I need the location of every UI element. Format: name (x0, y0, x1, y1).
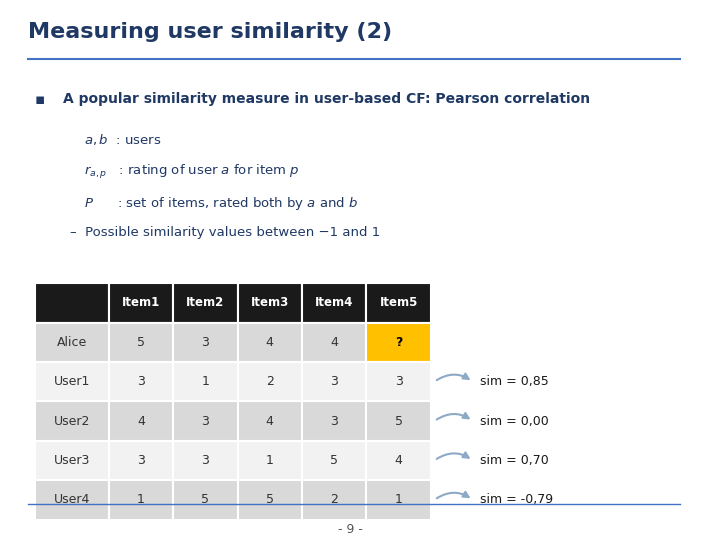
Bar (366, 362, 431, 401)
Text: 3: 3 (202, 454, 210, 467)
Bar (35, 283, 109, 322)
Bar (366, 322, 431, 362)
Text: 1: 1 (137, 494, 145, 507)
Bar (302, 283, 366, 322)
Text: 3: 3 (330, 415, 338, 428)
Text: Item2: Item2 (186, 296, 225, 309)
Bar (366, 401, 431, 441)
Bar (302, 401, 366, 441)
Bar (302, 480, 366, 519)
Text: Item3: Item3 (251, 296, 289, 309)
Text: 3: 3 (202, 415, 210, 428)
Text: $P$      : set of items, rated both by $a$ and $b$: $P$ : set of items, rated both by $a$ an… (84, 195, 359, 212)
Text: User1: User1 (53, 375, 90, 388)
Bar (238, 362, 302, 401)
Text: 3: 3 (137, 454, 145, 467)
Text: $r_{a,p}$   : rating of user $a$ for item $p$: $r_{a,p}$ : rating of user $a$ for item … (84, 164, 300, 181)
Bar (35, 441, 109, 480)
Text: Alice: Alice (57, 336, 87, 349)
Text: Measuring user similarity (2): Measuring user similarity (2) (28, 22, 392, 42)
Bar (173, 362, 238, 401)
Bar (302, 441, 366, 480)
Text: 1: 1 (395, 494, 402, 507)
Bar (35, 362, 109, 401)
Text: Item5: Item5 (379, 296, 418, 309)
Bar (238, 441, 302, 480)
Text: ▪: ▪ (35, 92, 45, 107)
Bar (35, 401, 109, 441)
Bar (302, 322, 366, 362)
Bar (302, 362, 366, 401)
Bar (366, 283, 431, 322)
Bar (366, 441, 431, 480)
Text: 4: 4 (266, 336, 274, 349)
Bar (173, 480, 238, 519)
Text: 4: 4 (330, 336, 338, 349)
Text: 5: 5 (395, 415, 402, 428)
Bar (109, 322, 173, 362)
Bar (238, 322, 302, 362)
Bar (173, 283, 238, 322)
Text: 3: 3 (395, 375, 402, 388)
Text: sim = 0,85: sim = 0,85 (480, 375, 549, 388)
Text: 3: 3 (137, 375, 145, 388)
Text: 1: 1 (266, 454, 274, 467)
Bar (109, 362, 173, 401)
Text: 1: 1 (202, 375, 210, 388)
Bar (109, 401, 173, 441)
Text: sim = 0,70: sim = 0,70 (480, 454, 549, 467)
Bar (109, 441, 173, 480)
Text: 3: 3 (330, 375, 338, 388)
Text: sim = 0,00: sim = 0,00 (480, 415, 549, 428)
Text: sim = -0,79: sim = -0,79 (480, 494, 553, 507)
Text: User3: User3 (53, 454, 90, 467)
Text: Item1: Item1 (122, 296, 160, 309)
Text: A popular similarity measure in user-based CF: Pearson correlation: A popular similarity measure in user-bas… (63, 92, 590, 106)
Bar (173, 441, 238, 480)
Text: ?: ? (395, 336, 402, 349)
Bar (238, 401, 302, 441)
Text: 3: 3 (202, 336, 210, 349)
Text: 2: 2 (266, 375, 274, 388)
Text: 5: 5 (330, 454, 338, 467)
Text: - 9 -: - 9 - (338, 523, 363, 536)
Text: 5: 5 (137, 336, 145, 349)
Bar (35, 480, 109, 519)
Bar (366, 480, 431, 519)
Text: 2: 2 (330, 494, 338, 507)
Text: User4: User4 (53, 494, 90, 507)
Bar (238, 480, 302, 519)
Text: 4: 4 (137, 415, 145, 428)
Text: 4: 4 (395, 454, 402, 467)
Text: $a, b$  : users: $a, b$ : users (84, 132, 162, 147)
Bar (35, 322, 109, 362)
Bar (173, 322, 238, 362)
Bar (109, 480, 173, 519)
Text: 5: 5 (266, 494, 274, 507)
Text: 4: 4 (266, 415, 274, 428)
Text: 5: 5 (202, 494, 210, 507)
Text: Item4: Item4 (315, 296, 354, 309)
Text: –  Possible similarity values between −1 and 1: – Possible similarity values between −1 … (70, 226, 380, 239)
Text: User2: User2 (53, 415, 90, 428)
Bar (173, 401, 238, 441)
Bar (109, 283, 173, 322)
Bar (238, 283, 302, 322)
